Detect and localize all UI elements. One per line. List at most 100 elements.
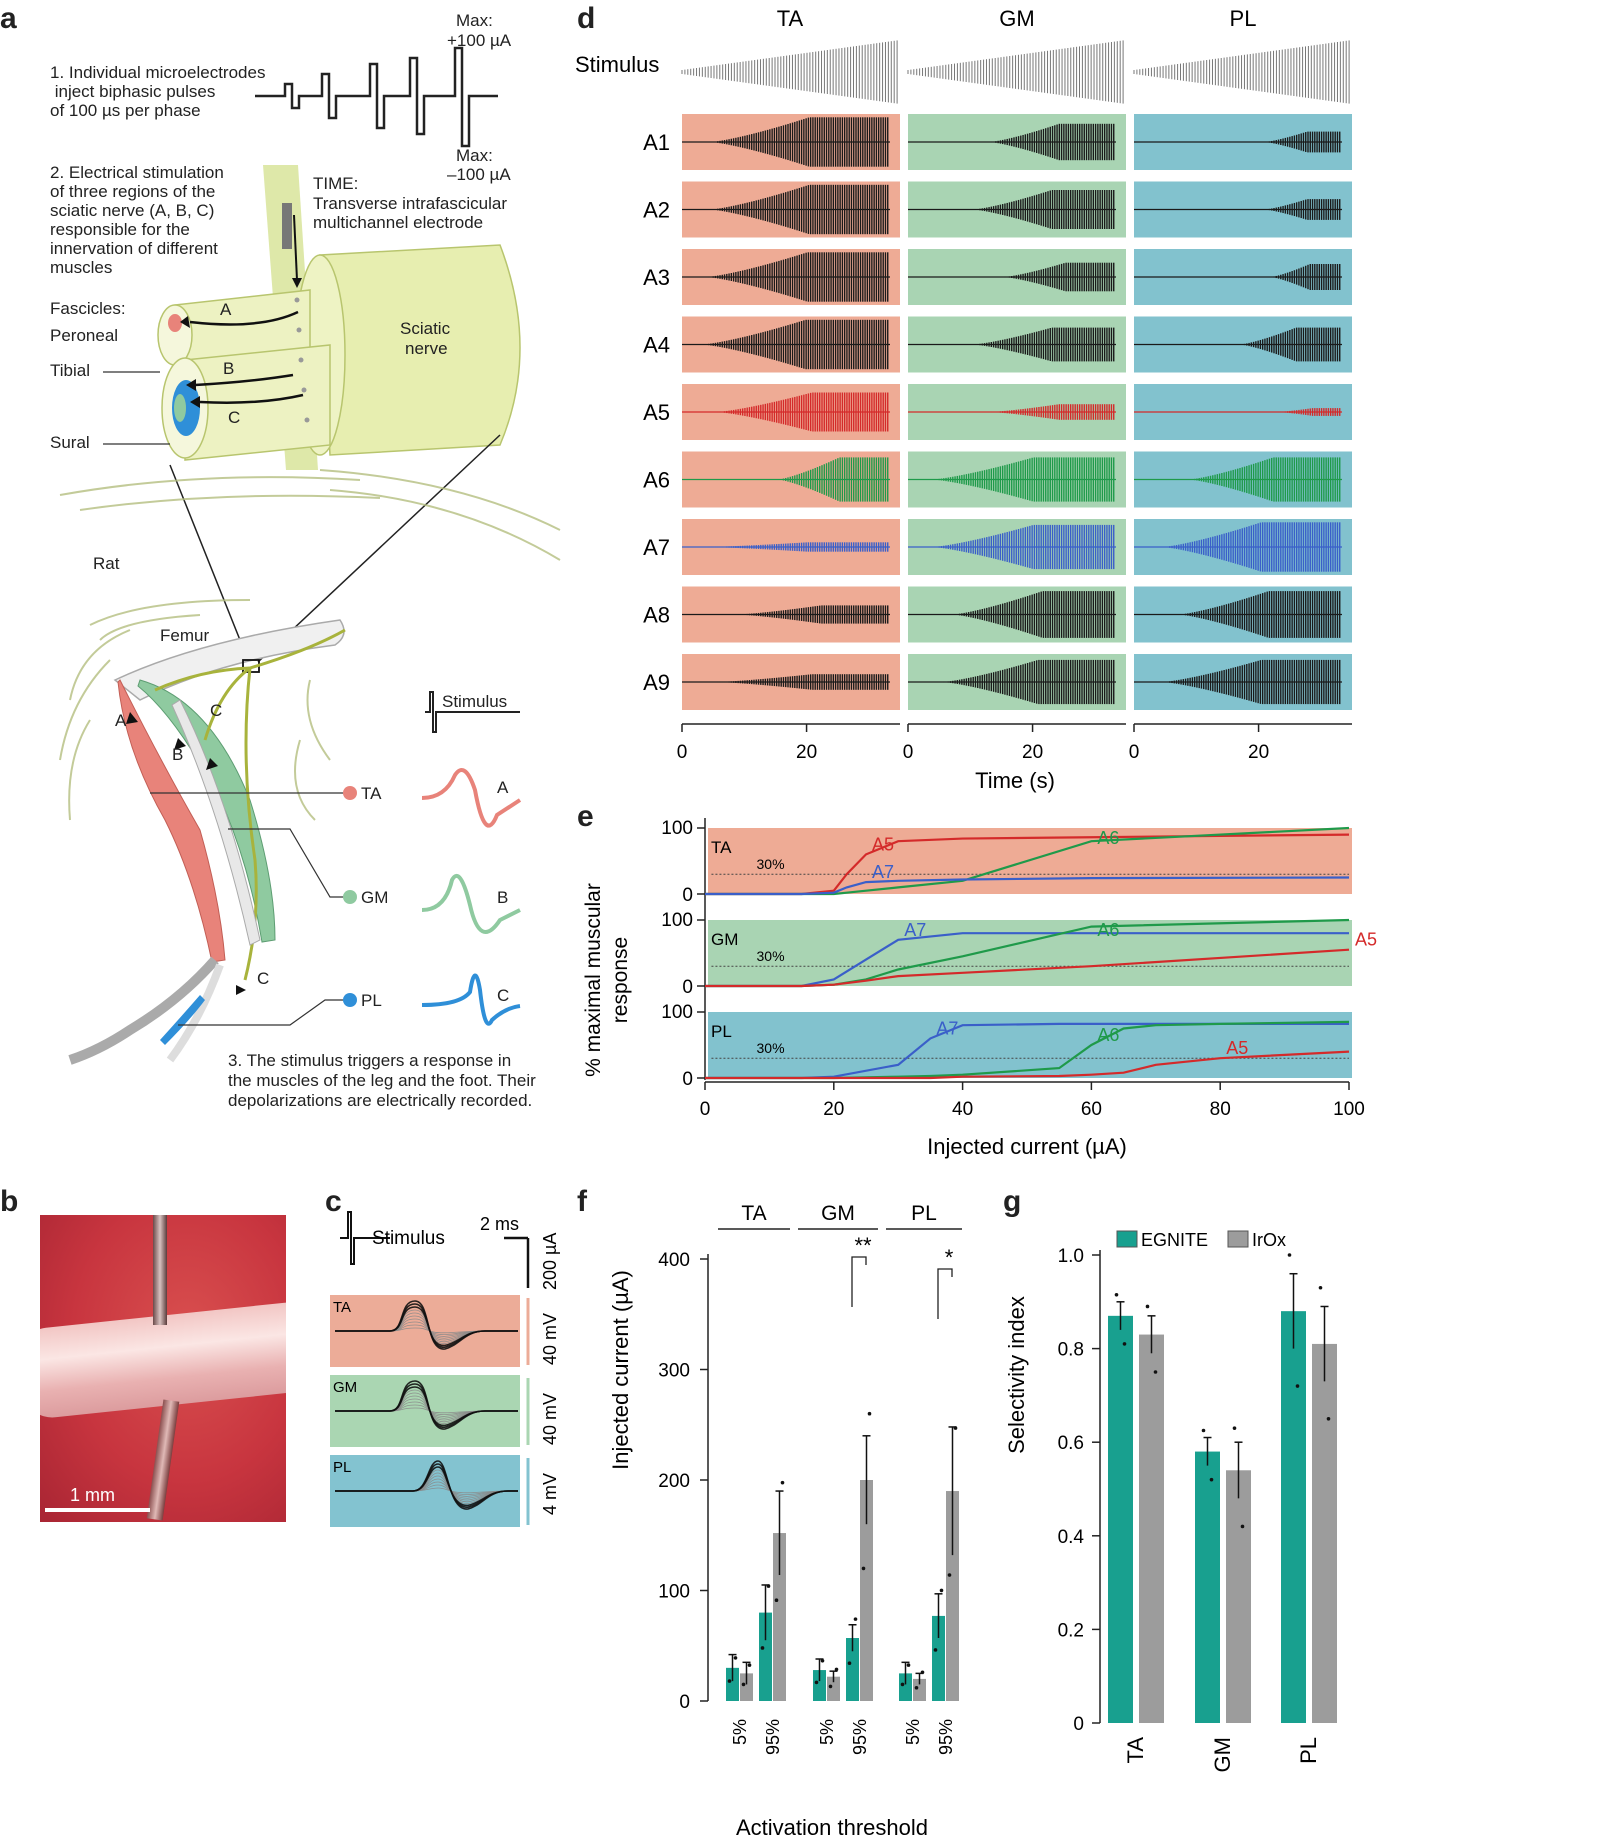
panel-g-xtick-pl: PL: [1296, 1737, 1321, 1764]
panel-f-ylabel: Injected current (µA): [608, 1270, 633, 1470]
stimulus-label: Stimulus: [442, 692, 508, 711]
panel-f-xtick-0: 5%: [730, 1719, 750, 1745]
row-label-a5: A5: [643, 400, 670, 425]
sig-label-0: **: [854, 1233, 872, 1258]
bar-f-pl95-egnite: [932, 1615, 945, 1701]
panel-c-gm-traces: [335, 1380, 518, 1430]
time-axis-gm: 0 20: [903, 723, 1126, 763]
response-trace-b: [421, 873, 521, 934]
row-label-a9: A9: [643, 670, 670, 695]
bar-f-pl5-irox: [913, 1678, 926, 1701]
bar-f-ta5-irox: [740, 1673, 753, 1701]
step1-line1: 1. Individual microelectrodes: [50, 63, 266, 82]
line-gm-a5: [705, 948, 1350, 988]
group-label-pl: PL: [911, 1202, 937, 1225]
ta-muscle-label: TA: [361, 784, 382, 803]
panel-d-col-pl: PL: [1230, 6, 1257, 31]
row-label-a7: A7: [643, 535, 670, 560]
response-c-label: C: [497, 986, 510, 1005]
panel-label-d: d: [577, 2, 596, 35]
panel-e-title-gm: GM: [711, 930, 738, 949]
step3-line2: the muscles of the leg and the foot. The…: [228, 1071, 536, 1090]
panel-c-trace-pl-1: [335, 1484, 518, 1496]
time-tick-pl-0: 0: [1129, 742, 1140, 763]
panel-e-title-ta: TA: [711, 838, 732, 857]
trace-a5-pl: [1134, 408, 1342, 416]
time-tick-ta-0: 0: [677, 742, 688, 763]
panel-c-time-scale-label: 2 ms: [480, 1214, 519, 1234]
sciatic-nerve: [319, 244, 521, 456]
sig-label-1: *: [945, 1245, 954, 1270]
legend-egnite-swatch: [1116, 1230, 1138, 1248]
panel-c-gm-scale: 40 mV: [540, 1393, 560, 1445]
panel-c-stim-scale-label: 200 µA: [540, 1233, 560, 1290]
sig-bracket-1: [937, 1268, 953, 1319]
panel-b-photo: 1 mm: [40, 1215, 286, 1522]
panel-d-stimulus-label: Stimulus: [575, 52, 659, 77]
time-label2: Transverse intrafascicular: [313, 194, 507, 213]
panel-d-col-gm: GM: [999, 6, 1034, 31]
panel-c-stim-label: Stimulus: [372, 1228, 445, 1249]
gm-muscle-label: GM: [361, 888, 389, 907]
panel-e-xtick-20: 20: [823, 1099, 844, 1120]
panel-c-pl-label: PL: [333, 1459, 351, 1476]
trace-a9-gm: [908, 659, 1116, 705]
tibial-fascicle-green-icon: [174, 394, 186, 422]
step3-line1: 3. The stimulus triggers a response in: [228, 1051, 512, 1070]
electrode-needle: [153, 1215, 167, 1325]
row-label-a1: A1: [643, 130, 670, 155]
panel-f-ytick-0: 0: [679, 1692, 690, 1713]
pl-muscle: [160, 995, 205, 1045]
label-gm-a6: A6: [1097, 920, 1119, 940]
trace-a7-ta: [682, 542, 890, 552]
label-gm-a7: A7: [904, 920, 926, 940]
panel-c-stimulus-trace: [340, 1211, 390, 1265]
time-tick-pl-1: 20: [1248, 742, 1269, 763]
tibial-label: Tibial: [50, 361, 90, 380]
scale-bar-label: 1 mm: [70, 1485, 115, 1505]
trace-a6-gm: [908, 457, 1116, 502]
stimulus-ramp-pl: [1133, 40, 1350, 104]
panel-e-title-pl: PL: [711, 1022, 732, 1041]
panel-c-ta-label: TA: [333, 1299, 351, 1316]
threshold-label-ta: 30%: [757, 856, 785, 872]
step2-line2: of three regions of the: [50, 182, 216, 201]
pl-muscle-label: PL: [361, 991, 382, 1010]
threshold-label-pl: 30%: [757, 1040, 785, 1056]
time-label3: multichannel electrode: [313, 213, 484, 232]
panel-g-xtick-gm: GM: [1210, 1737, 1235, 1772]
bar-g-gm-egnite: [1195, 1451, 1220, 1723]
panel-c-pl-traces: [335, 1460, 518, 1510]
panel-label-g: g: [1003, 1185, 1022, 1218]
trace-a6-pl: [1134, 457, 1342, 502]
ta-marker-icon: [343, 786, 357, 800]
panel-d: A1 A2 A3 A4 A5 A6 A7 A8 A9 0 20 0 20 0 20 TA GM PL Sti…: [575, 6, 1352, 793]
scale-bar: [45, 1508, 150, 1512]
panel-a: 1. Individual microelectrodes inject bip…: [0, 0, 575, 1150]
panel-e-ytick-100-gm: 100: [661, 910, 693, 931]
panel-c-trace-pl-0: [335, 1487, 518, 1494]
label-ta-a7: A7: [872, 862, 894, 882]
peroneal-fascicle-icon: [168, 314, 182, 332]
response-trace-c: [421, 973, 521, 1026]
panel-e: 0 20 40 60 80 100 100 0 30% TA A5 A6 A7 100 0 30% GM A7 A6…: [582, 818, 1377, 1159]
panel-label-a: a: [0, 2, 17, 35]
panel-c-pl-scale: 4 mV: [540, 1473, 560, 1515]
panel-f-ytick-200: 200: [658, 1471, 690, 1492]
biphasic-pulse-train: [255, 46, 498, 148]
bar-g-ta-egnite: [1108, 1315, 1133, 1723]
label-pl-a6: A6: [1097, 1025, 1119, 1045]
row-label-a3: A3: [643, 265, 670, 290]
panel-f-xtick-5: 95%: [936, 1719, 956, 1755]
panel-c-trace-gm-9: [335, 1380, 518, 1430]
bar-g-pl-irox: [1312, 1343, 1337, 1723]
bar-f-ta95-egnite: [759, 1612, 772, 1701]
region-b-label: B: [223, 359, 235, 378]
time-tick-gm-1: 20: [1022, 742, 1043, 763]
trace-a8-pl: [1134, 591, 1342, 638]
panel-c-ta-scale: 40 mV: [540, 1313, 560, 1365]
panel-g-ytick-0.4: 0.4: [1058, 1527, 1085, 1548]
panel-e-ytick-100-ta: 100: [661, 818, 693, 839]
stimulus-ramp-ta: [681, 40, 898, 104]
panel-label-f: f: [577, 1185, 587, 1218]
